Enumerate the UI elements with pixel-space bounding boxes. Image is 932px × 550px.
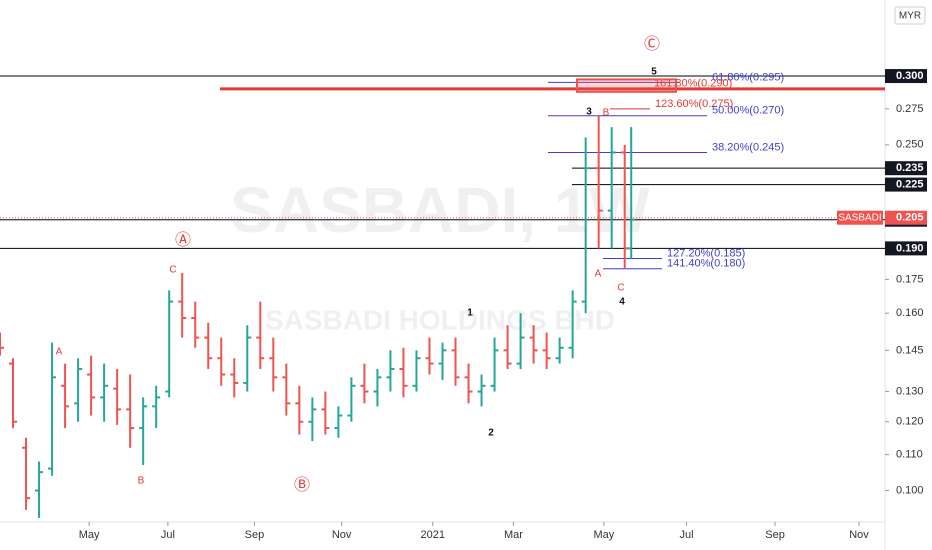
symbol-label: SASBADI bbox=[838, 212, 881, 223]
fib-label: 38.20%(0.245) bbox=[712, 141, 784, 153]
x-tick-label: Nov bbox=[849, 529, 869, 541]
currency: MYR bbox=[899, 11, 921, 22]
fib-label: 50.00%(0.270) bbox=[712, 105, 784, 117]
y-tick-label: 0.130 bbox=[896, 385, 924, 397]
price-badge-label: 0.300 bbox=[896, 70, 924, 82]
fib-label: 127.20%(0.185) bbox=[667, 247, 745, 259]
currency-box[interactable] bbox=[894, 6, 926, 25]
watermark: SASBADI, 1W bbox=[230, 174, 650, 246]
wave-label: B bbox=[138, 476, 145, 487]
wave-label: Ⓒ bbox=[644, 35, 660, 53]
wave-label: 5 bbox=[651, 67, 657, 78]
x-tick-label: Sep bbox=[765, 529, 785, 541]
fib-label: 141.40%(0.180) bbox=[667, 258, 745, 270]
x-tick-label: May bbox=[593, 529, 614, 541]
y-tick-label: 0.275 bbox=[896, 103, 924, 115]
price-badge-label: 0.235 bbox=[896, 162, 924, 174]
y-tick-label: 0.175 bbox=[896, 273, 924, 285]
wave-label: 1 bbox=[467, 308, 473, 319]
wave-label: Ⓐ bbox=[175, 231, 191, 249]
watermark-sub: SASBADI HOLDINGS BHD bbox=[265, 304, 615, 335]
wave-label: Ⓑ bbox=[294, 476, 310, 494]
wave-label: 3 bbox=[586, 107, 592, 118]
x-tick-label: Sep bbox=[245, 529, 265, 541]
x-tick-label: Jul bbox=[679, 529, 693, 541]
wave-label: A bbox=[595, 269, 602, 280]
x-tick-label: Jul bbox=[161, 529, 175, 541]
y-tick-label: 0.145 bbox=[896, 344, 924, 356]
wave-label: C bbox=[617, 283, 624, 294]
symbol-badge bbox=[837, 210, 883, 225]
fib-label: 123.60%(0.275) bbox=[655, 98, 733, 110]
target-zone bbox=[576, 78, 677, 93]
last-price-badge bbox=[885, 210, 927, 225]
last-price-label: 0.205 bbox=[896, 212, 924, 224]
y-tick-label: 0.120 bbox=[896, 416, 924, 428]
x-tick-label: May bbox=[79, 529, 100, 541]
fib-label: 161.80%(0.290) bbox=[654, 78, 732, 90]
x-tick-label: 2021 bbox=[420, 529, 444, 541]
wave-label: 2 bbox=[488, 428, 494, 439]
x-tick-label: Mar bbox=[504, 529, 523, 541]
fib-label: 61.80%(0.295) bbox=[712, 71, 784, 83]
y-tick-label: 0.160 bbox=[896, 307, 924, 319]
y-tick-label: 0.110 bbox=[896, 448, 923, 460]
wave-label: A bbox=[56, 347, 63, 358]
price-badge-label: 0.190 bbox=[896, 242, 924, 254]
price-badge bbox=[885, 161, 927, 176]
y-tick-label: 0.100 bbox=[896, 484, 924, 496]
wave-label: 4 bbox=[619, 297, 625, 308]
price-badge bbox=[885, 69, 927, 84]
x-tick-label: Nov bbox=[332, 529, 352, 541]
wave-label: C bbox=[169, 265, 176, 276]
price-badge bbox=[885, 241, 927, 256]
price-badge bbox=[885, 177, 927, 192]
price-badge-label: 0.225 bbox=[896, 178, 924, 190]
y-tick-label: 0.250 bbox=[896, 139, 924, 151]
wave-label: B bbox=[603, 108, 610, 119]
